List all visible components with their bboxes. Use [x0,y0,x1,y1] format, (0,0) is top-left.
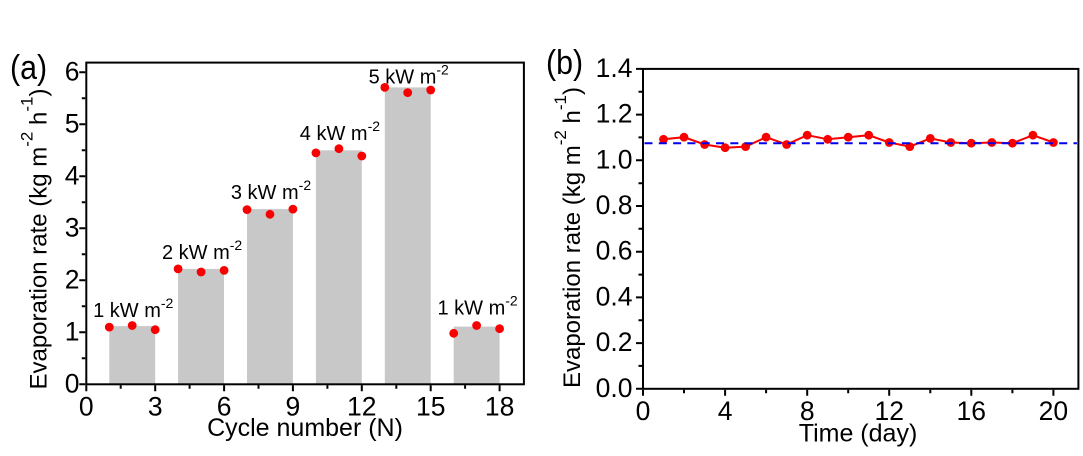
svg-text:0: 0 [79,392,94,422]
svg-text:2: 2 [65,264,80,294]
svg-text:9: 9 [286,392,301,422]
svg-text:5 kW m-2: 5 kW m-2 [369,62,449,89]
svg-text:1.4: 1.4 [596,53,633,83]
svg-text:1.2: 1.2 [596,99,633,129]
svg-text:2 kW m-2: 2 kW m-2 [162,237,242,264]
svg-text:4: 4 [65,160,80,190]
svg-text:0: 0 [65,368,80,398]
svg-text:Cycle number (N): Cycle number (N) [207,414,403,442]
svg-text:0.2: 0.2 [596,327,633,357]
svg-text:Time (day): Time (day) [799,419,918,447]
svg-text:4 kW m-2: 4 kW m-2 [300,118,380,145]
svg-text:3: 3 [65,212,80,242]
svg-text:4: 4 [718,396,733,426]
svg-text:5: 5 [65,108,80,138]
svg-text:0.0: 0.0 [596,373,633,403]
svg-text:20: 20 [1039,396,1068,426]
svg-text:0.4: 0.4 [596,281,633,311]
svg-text:1 kW m-2: 1 kW m-2 [437,292,517,319]
svg-text:(b): (b) [546,43,583,81]
svg-text:1.0: 1.0 [596,144,633,174]
svg-text:8: 8 [800,396,815,426]
svg-text:18: 18 [485,392,514,422]
svg-text:3: 3 [148,392,163,422]
svg-text:16: 16 [957,396,986,426]
svg-text:15: 15 [416,392,445,422]
svg-text:0: 0 [636,396,651,426]
svg-text:12: 12 [347,392,376,422]
svg-text:1: 1 [65,316,80,346]
svg-text:0.6: 0.6 [596,236,633,266]
svg-text:3 kW m-2: 3 kW m-2 [231,177,311,204]
svg-text:1 kW m-2: 1 kW m-2 [93,295,173,322]
svg-text:6: 6 [65,56,80,86]
svg-text:(a): (a) [10,48,47,86]
svg-text:0.8: 0.8 [596,190,633,220]
svg-text:12: 12 [874,396,903,426]
svg-text:6: 6 [217,392,232,422]
